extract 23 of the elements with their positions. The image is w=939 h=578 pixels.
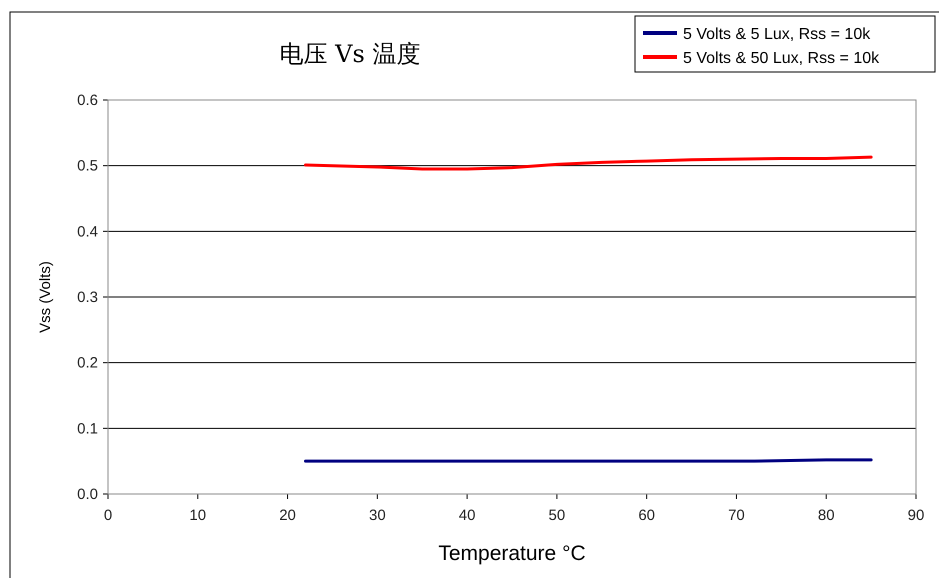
- line-series: [304, 156, 873, 170]
- y-axis-title: Vss (Volts): [37, 261, 54, 333]
- y-tick-label: 0.0: [77, 486, 98, 503]
- x-tick-label: 90: [908, 507, 924, 524]
- legend-label: 5 Volts & 5 Lux, Rss = 10k: [683, 26, 872, 43]
- y-tick-label: 0.6: [77, 92, 98, 109]
- x-tick-label: 60: [638, 507, 656, 524]
- x-tick-label: 80: [818, 507, 835, 524]
- y-tick-label: 0.2: [77, 354, 98, 372]
- y-tick-label: 0.1: [77, 420, 98, 438]
- x-tick-label: 40: [458, 507, 476, 524]
- chart-title: 电压 Vs 温度: [280, 40, 420, 68]
- x-tick-label: 70: [728, 507, 745, 524]
- y-tick-label: 0.5: [77, 158, 98, 175]
- x-axis-title: Temperature °C: [438, 542, 586, 565]
- legend-label: 5 Volts & 50 Lux, Rss = 10k: [683, 50, 880, 67]
- x-tick-label: 0: [104, 507, 112, 524]
- x-tick-label: 30: [368, 507, 386, 524]
- x-tick-label: 50: [548, 507, 566, 524]
- y-tick-label: 0.4: [77, 223, 98, 240]
- y-tick-label: 0.3: [77, 289, 98, 306]
- x-tick-label: 10: [189, 507, 206, 524]
- x-tick-label: 20: [279, 507, 296, 524]
